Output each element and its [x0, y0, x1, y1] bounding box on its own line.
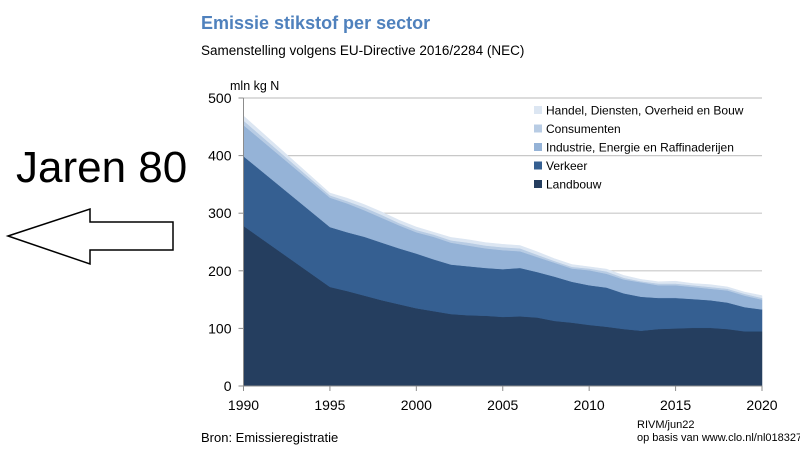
credit-note: RIVM/jun22 op basis van www.clo.nl/nl018…: [637, 419, 800, 445]
axes: 0 100 200 300 400 500 1990 1995 2000 2005 2010 2015…: [208, 90, 778, 413]
x-tick-label: 1990: [228, 397, 259, 413]
area-series: [243, 115, 763, 387]
legend-swatch: [534, 180, 542, 188]
legend-item: Industrie, Energie en Raffinaderijen: [534, 141, 734, 155]
legend-label: Industrie, Energie en Raffinaderijen: [546, 141, 734, 155]
legend-swatch: [534, 124, 542, 133]
credit-line-1: RIVM/jun22: [637, 419, 695, 431]
annotation-text: Jaren 80: [16, 143, 188, 192]
y-tick-label: 300: [208, 205, 232, 221]
chart-title: Emissie stikstof per sector: [201, 13, 431, 33]
x-tick-label: 2020: [746, 397, 777, 413]
left-arrow-icon: [5, 207, 174, 266]
legend-item: Handel, Diensten, Overheid en Bouw: [534, 104, 744, 118]
y-tick-label: 0: [224, 378, 232, 394]
y-tick-label: 200: [208, 263, 232, 279]
legend-item: Landbouw: [534, 178, 602, 192]
legend-label: Landbouw: [546, 178, 602, 192]
x-tick-label: 2010: [574, 397, 605, 413]
y-tick-label: 400: [208, 148, 232, 164]
legend-swatch: [534, 106, 542, 114]
legend: Handel, Diensten, Overheid en Bouw Consum…: [534, 104, 744, 192]
y-tick-label: 500: [208, 90, 232, 106]
area-handel-diensten-overheid-en-bouw: [243, 115, 763, 299]
credit-line-2: op basis van www.clo.nl/nl018327: [637, 432, 800, 444]
source-note: Bron: Emissieregistratie: [201, 430, 339, 445]
y-axis-label: mln kg N: [230, 79, 279, 93]
legend-label: Verkeer: [546, 159, 587, 173]
left-arrow-shape: [5, 207, 174, 266]
legend-swatch: [534, 161, 542, 170]
legend-swatch: [534, 143, 542, 151]
legend-item: Verkeer: [534, 159, 587, 173]
y-tick-label: 100: [208, 320, 232, 336]
legend-label: Handel, Diensten, Overheid en Bouw: [546, 104, 744, 118]
x-tick-label: 2000: [401, 397, 432, 413]
chart-subtitle: Samenstelling volgens EU-Directive 2016/…: [201, 43, 525, 58]
x-tick-label: 2005: [487, 397, 518, 413]
legend-label: Consumenten: [546, 122, 621, 136]
x-tick-label: 2015: [660, 397, 691, 413]
legend-item: Consumenten: [534, 122, 621, 136]
x-tick-label: 1995: [314, 397, 345, 413]
